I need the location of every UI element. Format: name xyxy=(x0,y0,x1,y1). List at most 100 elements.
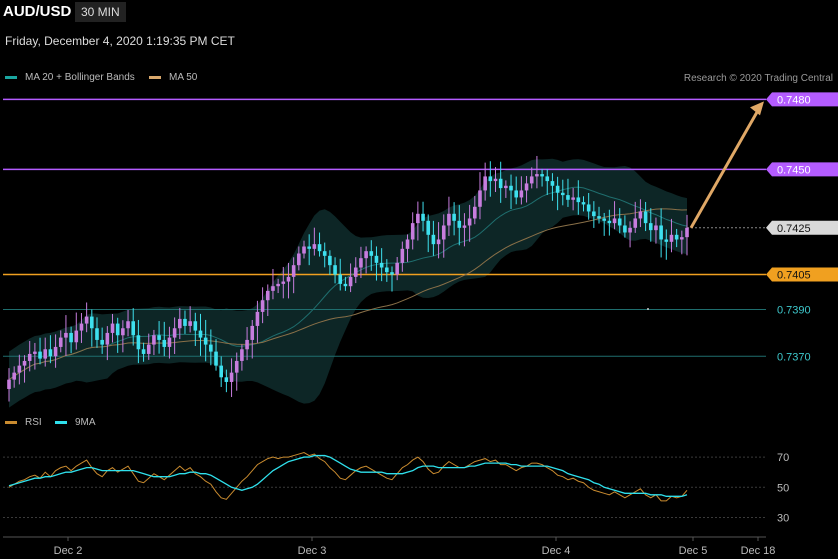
candle-body xyxy=(157,335,161,340)
candle-body xyxy=(105,332,110,345)
candle-body xyxy=(623,225,627,233)
candle-body xyxy=(674,234,679,240)
symbol-title: AUD/USD xyxy=(3,3,72,20)
price-tag-0.7425 xyxy=(766,220,838,235)
candle-body xyxy=(297,253,301,266)
ma20-line xyxy=(8,186,688,381)
candle-body xyxy=(462,225,467,228)
candle-body xyxy=(328,255,332,266)
legend-ma20-label: MA 20 + Bollinger Bands xyxy=(25,72,135,83)
candle-body xyxy=(188,321,192,326)
rsi-tick-50: 50 xyxy=(777,482,789,494)
candle-body xyxy=(395,262,399,275)
candle-body xyxy=(586,204,591,212)
candle-body xyxy=(53,346,58,357)
price-label-0.7390: 0.7390 xyxy=(777,305,811,317)
x-tick-dec-5: Dec 5 xyxy=(679,545,708,557)
candle-body xyxy=(452,213,456,221)
candle-body xyxy=(110,323,115,333)
copyright-notice: Research © 2020 Trading Central xyxy=(683,73,833,84)
rsi-tick-70: 70 xyxy=(777,452,789,464)
candle-body xyxy=(421,213,425,221)
candle-body xyxy=(302,246,306,254)
candle-body xyxy=(364,251,368,259)
candle-body xyxy=(535,174,539,177)
datetime-label: Friday, December 4, 2020 1:19:35 PM CET xyxy=(5,34,235,48)
candle-body xyxy=(209,344,213,352)
candle-body xyxy=(648,223,653,231)
candle-body xyxy=(276,283,280,287)
candle-body xyxy=(369,251,374,256)
candle-body xyxy=(240,349,244,361)
candle-body xyxy=(281,281,286,284)
candle-body xyxy=(177,318,182,329)
candle-body xyxy=(183,318,187,326)
candle-body xyxy=(193,321,198,331)
candle-body xyxy=(214,351,218,366)
candle-body xyxy=(317,244,322,252)
price-label-0.7450: 0.7450 xyxy=(777,164,811,176)
price-label-0.7370: 0.7370 xyxy=(777,351,811,363)
candle-body xyxy=(566,195,570,200)
candle-body xyxy=(131,321,136,336)
candle-body xyxy=(488,176,493,182)
candle-body xyxy=(524,183,529,191)
candle-body xyxy=(379,262,384,268)
candle-body xyxy=(592,211,596,217)
candle-body xyxy=(571,197,575,200)
candle-body xyxy=(250,325,255,340)
candle-body xyxy=(431,234,436,245)
candle-body xyxy=(33,351,37,354)
candle-body xyxy=(307,246,311,249)
candle-body xyxy=(353,267,358,277)
candle-body xyxy=(400,248,405,263)
candle-body xyxy=(560,192,565,196)
candle-body xyxy=(38,351,42,359)
candle-body xyxy=(152,335,156,345)
candle-body xyxy=(550,181,555,186)
candle-body xyxy=(597,216,601,219)
candle-body xyxy=(333,265,337,275)
price-label-0.7425: 0.7425 xyxy=(777,223,811,235)
candle-body xyxy=(529,176,534,184)
candle-body xyxy=(509,185,513,191)
candle-body xyxy=(504,185,508,189)
legend-ma20: MA 20 + Bollinger Bands xyxy=(5,72,135,83)
candle-body xyxy=(359,258,363,268)
candle-body xyxy=(255,311,260,326)
candle-body xyxy=(58,337,63,347)
candle-body xyxy=(224,377,229,382)
candle-body xyxy=(457,220,462,228)
marker-dot xyxy=(647,308,649,310)
legend-ma50-label: MA 50 xyxy=(169,72,198,83)
price-label-0.7480: 0.7480 xyxy=(777,94,811,106)
candle-body xyxy=(441,225,446,240)
candle-body xyxy=(79,323,84,331)
legend-rsi: RSI xyxy=(5,417,42,428)
candle-body xyxy=(617,218,622,226)
candle-body xyxy=(390,272,394,275)
candle-body xyxy=(141,349,146,354)
candle-body xyxy=(322,251,327,256)
candle-body xyxy=(612,218,617,224)
candle-body xyxy=(64,332,68,338)
candle-body xyxy=(348,276,353,287)
candle-body xyxy=(172,328,177,338)
candle-body xyxy=(426,220,431,235)
candle-body xyxy=(669,234,674,242)
candle-body xyxy=(416,213,420,224)
candle-body xyxy=(48,349,53,357)
candle-body xyxy=(260,300,265,312)
candle-body xyxy=(514,190,519,198)
candle-body xyxy=(121,328,125,336)
candle-body xyxy=(90,316,94,329)
candle-body xyxy=(576,197,581,203)
price-tag-0.7405 xyxy=(766,267,838,282)
legend-ma50: MA 50 xyxy=(149,72,197,83)
candle-body xyxy=(95,328,99,340)
rsi-ma-line xyxy=(8,454,688,497)
candle-body xyxy=(115,323,120,336)
timeframe-badge[interactable]: 30 MIN xyxy=(75,2,126,22)
candle-body xyxy=(162,339,167,347)
